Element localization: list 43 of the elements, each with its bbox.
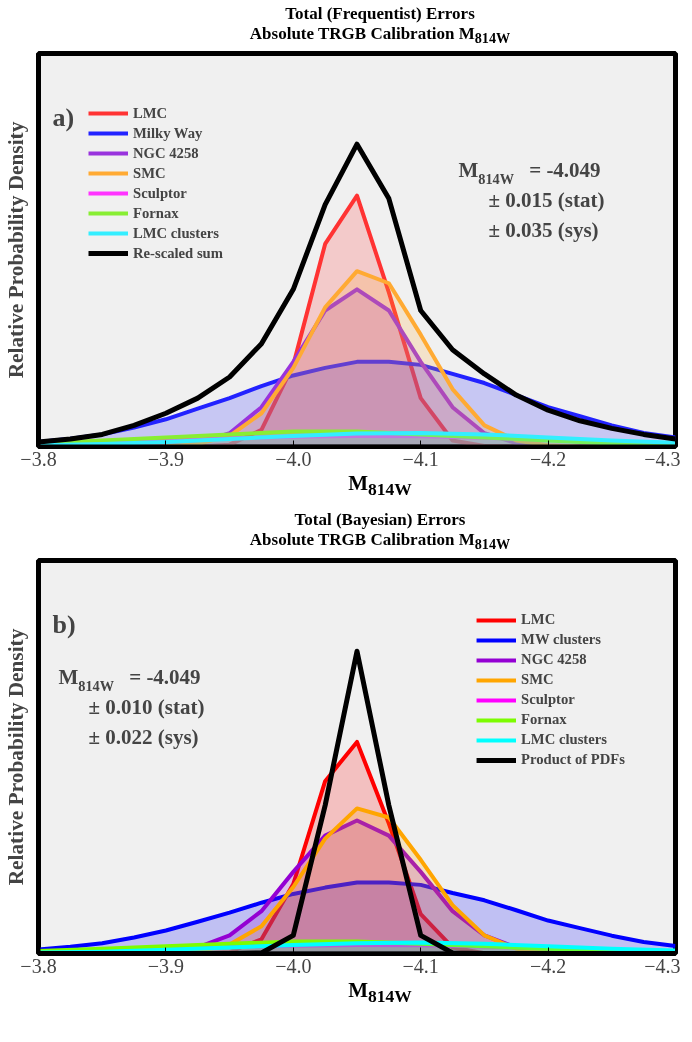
legend-label: MW clusters (521, 631, 601, 649)
legend-label: Sculptor (521, 691, 575, 709)
x-tick-label: −4.0 (275, 954, 312, 977)
x-tick-label: −3.8 (20, 447, 57, 470)
x-axis-title: M$_{814W}$ (348, 976, 412, 1008)
x-tick-label: −4.2 (529, 447, 567, 470)
annotation: ± 0.010 (stat) (88, 694, 205, 719)
chart-title: Total (Frequentist) Errors (285, 4, 475, 23)
legend-label: Milky Way (133, 124, 203, 142)
x-tick-label: −3.9 (147, 447, 185, 470)
text: b) (52, 609, 76, 639)
x-tick-label: −3.9 (147, 954, 185, 977)
x-tick-label: −4.2 (529, 954, 567, 977)
legend-label: Product of PDFs (521, 751, 625, 769)
legend-label: SMC (521, 671, 554, 689)
x-tick-label: −4.1 (402, 954, 439, 977)
legend-label: NGC 4258 (521, 651, 587, 669)
annotation: ± 0.015 (stat) (488, 187, 605, 212)
x-tick-label: −3.8 (20, 954, 57, 977)
chart-subtitle: Absolute TRGB Calibration M$_{814W}$ (249, 529, 511, 553)
annotation: ± 0.022 (sys) (88, 724, 199, 749)
legend-label: LMC (521, 611, 556, 629)
legend-label: Fornax (521, 711, 567, 729)
y-axis-title: Relative Probability Density (3, 121, 28, 379)
legend-label: Sculptor (133, 184, 187, 202)
text: a) (52, 102, 75, 132)
y-axis-title: Relative Probability Density (3, 627, 28, 886)
x-tick-label: −4.0 (275, 447, 312, 470)
x-tick-label: −4.3 (644, 954, 681, 977)
text: M$_{814W}$ (348, 471, 412, 500)
legend-label: Re-scaled sum (133, 244, 223, 262)
chart-subtitle: Absolute TRGB Calibration M$_{814W}$ (249, 23, 511, 46)
legend-label: LMC (133, 104, 168, 122)
text: = -4.049 (529, 157, 601, 182)
legend-label: SMC (133, 164, 166, 182)
legend-label: LMC clusters (521, 731, 607, 749)
legend-label: Fornax (133, 204, 179, 222)
x-tick-label: −4.3 (644, 447, 681, 470)
legend-label: NGC 4258 (133, 144, 199, 162)
legend-label: LMC clusters (133, 224, 219, 242)
annotation: ± 0.035 (sys) (488, 217, 599, 242)
chart-title: Total (Bayesian) Errors (294, 510, 466, 530)
x-tick-label: −4.1 (402, 447, 439, 470)
